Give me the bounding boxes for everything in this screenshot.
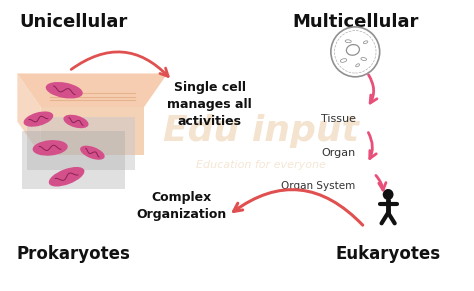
- Ellipse shape: [80, 146, 105, 160]
- Text: Multicellular: Multicellular: [292, 13, 419, 31]
- Text: Prokaryotes: Prokaryotes: [17, 245, 130, 263]
- Text: Eukaryotes: Eukaryotes: [336, 245, 441, 263]
- Ellipse shape: [46, 82, 83, 99]
- FancyArrowPatch shape: [71, 52, 168, 77]
- Polygon shape: [41, 107, 144, 155]
- FancyArrowPatch shape: [234, 190, 363, 225]
- Polygon shape: [22, 131, 125, 189]
- Ellipse shape: [24, 111, 53, 127]
- Text: Unicellular: Unicellular: [19, 13, 128, 31]
- FancyArrowPatch shape: [376, 175, 386, 190]
- Text: Complex
Organization: Complex Organization: [137, 191, 227, 221]
- FancyArrowPatch shape: [368, 75, 377, 103]
- Text: Tissue: Tissue: [321, 114, 356, 124]
- Ellipse shape: [64, 115, 89, 128]
- Ellipse shape: [33, 140, 68, 156]
- Text: Education for everyone: Education for everyone: [196, 160, 326, 170]
- Circle shape: [383, 189, 393, 200]
- Text: Single cell
manages all
activities: Single cell manages all activities: [167, 81, 252, 128]
- Polygon shape: [27, 117, 135, 170]
- Text: Organ System: Organ System: [281, 181, 355, 191]
- Text: Edu input: Edu input: [164, 114, 359, 148]
- FancyArrowPatch shape: [368, 133, 376, 159]
- Polygon shape: [18, 73, 167, 107]
- Polygon shape: [18, 73, 41, 155]
- Ellipse shape: [49, 167, 84, 187]
- Text: Organ: Organ: [322, 148, 356, 158]
